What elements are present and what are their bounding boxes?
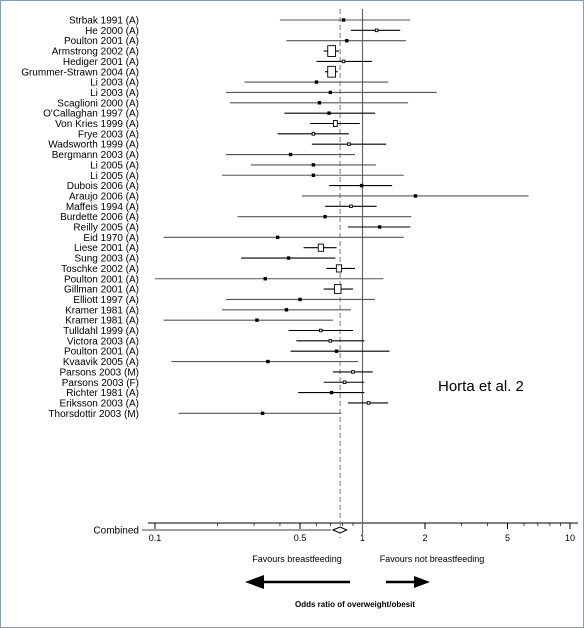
favour-right-arrow	[386, 576, 430, 588]
point-estimate	[312, 164, 315, 167]
point-estimate	[346, 39, 349, 42]
study-label: Li 2005 (A)	[90, 171, 139, 182]
study-label: O'Callaghan 1997 (A)	[43, 109, 139, 120]
study-label: Eid 1970 (A)	[83, 233, 139, 244]
study-label: Li 2003 (A)	[90, 78, 139, 89]
study-label: Wadsworth 1999 (A)	[48, 140, 139, 151]
reference-lines	[340, 9, 362, 538]
favour-left-label: Favours breastfeeding	[252, 554, 342, 564]
x-tick-label: 2	[422, 533, 427, 543]
point-estimate	[285, 309, 288, 312]
point-estimate	[318, 244, 323, 251]
study-label: Li 2003 (A)	[90, 88, 139, 99]
study-label: Strbak 1991 (A)	[69, 16, 139, 27]
study-label: Burdette 2006 (A)	[60, 212, 139, 223]
point-estimate	[329, 340, 332, 343]
annotation-text: Horta et al. 2	[438, 378, 524, 395]
study-label: Dubois 2006 (A)	[67, 181, 139, 192]
point-estimate	[328, 112, 331, 115]
point-estimate	[335, 350, 338, 353]
point-estimate	[330, 391, 333, 394]
point-estimate	[324, 215, 327, 218]
study-label: Scaglioni 2000 (A)	[57, 98, 139, 109]
point-estimate	[328, 46, 336, 57]
study-label: Toschke 2002 (A)	[61, 264, 139, 275]
study-label: Armstrong 2002 (A)	[52, 47, 139, 58]
point-estimate	[329, 91, 332, 94]
study-label: Parsons 2003 (M)	[60, 367, 139, 378]
point-estimate	[267, 360, 270, 363]
point-estimate	[336, 265, 341, 272]
study-label: He 2000 (A)	[85, 26, 139, 37]
x-tick-label: 10	[565, 533, 575, 543]
point-estimate	[261, 412, 264, 415]
study-label: Thorsdottir 2003 (M)	[48, 409, 139, 420]
point-estimate	[315, 81, 318, 84]
point-estimate	[352, 371, 355, 374]
point-estimate	[312, 174, 315, 177]
point-estimate	[256, 319, 259, 322]
point-estimate	[350, 205, 353, 208]
study-label: Gillman 2001 (A)	[64, 285, 139, 296]
combined-label: Combined	[93, 526, 139, 537]
point-estimate	[375, 29, 378, 32]
study-label: Richter 1981 (A)	[66, 388, 139, 399]
study-label: Kramer 1981 (A)	[65, 305, 139, 316]
x-axis-label: Odds ratio of overweight/obesit	[295, 600, 415, 609]
favour-right-label: Favours not breastfeeding	[380, 554, 485, 564]
study-label: Grummer-Strawn 2004 (A)	[21, 67, 139, 78]
study-label: Von Kries 1999 (A)	[55, 119, 139, 130]
point-estimate	[264, 278, 267, 281]
study-labels: Strbak 1991 (A)He 2000 (A)Poulton 2001 (…	[21, 16, 139, 537]
study-label: Maffeis 1994 (A)	[66, 202, 139, 213]
point-estimate	[342, 19, 345, 22]
study-label: Liese 2001 (A)	[74, 243, 139, 254]
study-label: Victora 2003 (A)	[67, 336, 139, 347]
point-estimate	[318, 102, 321, 105]
x-tick-label: 0.5	[294, 533, 307, 543]
study-label: Frye 2003 (A)	[78, 129, 139, 140]
point-estimate	[328, 66, 336, 77]
study-label: Elliott 1997 (A)	[73, 295, 139, 306]
study-label: Reilly 2005 (A)	[73, 223, 139, 234]
x-tick-label: 0.1	[149, 533, 162, 543]
study-label: Poulton 2001 (A)	[64, 36, 139, 47]
study-marks	[142, 19, 529, 533]
study-label: Kvaavik 2005 (A)	[63, 357, 139, 368]
favour-left-arrow	[245, 575, 350, 589]
study-label: Poulton 2001 (A)	[64, 347, 139, 358]
study-label: Tulldahl 1999 (A)	[63, 326, 139, 337]
point-estimate	[343, 381, 346, 384]
study-label: Poulton 2001 (A)	[64, 274, 139, 285]
study-label: Kramer 1981 (A)	[65, 316, 139, 327]
point-estimate	[335, 285, 342, 294]
point-estimate	[414, 195, 417, 198]
point-estimate	[287, 257, 290, 260]
point-estimate	[378, 226, 381, 229]
study-label: Li 2005 (A)	[90, 160, 139, 171]
point-estimate	[289, 153, 292, 156]
combined-diamond	[333, 527, 347, 533]
point-estimate	[342, 60, 345, 63]
study-label: Araujo 2006 (A)	[69, 191, 139, 202]
point-estimate	[360, 184, 363, 187]
point-estimate	[367, 402, 370, 405]
point-estimate	[299, 298, 302, 301]
point-estimate	[348, 143, 351, 146]
study-label: Bergmann 2003 (A)	[52, 150, 139, 161]
study-label: Hediger 2001 (A)	[63, 57, 139, 68]
point-estimate	[312, 133, 315, 136]
point-estimate	[320, 329, 323, 332]
x-tick-label: 5	[505, 533, 510, 543]
point-estimate	[333, 121, 337, 127]
study-label: Sung 2003 (A)	[75, 254, 140, 265]
study-label: Eriksson 2003 (A)	[60, 398, 139, 409]
point-estimate	[276, 236, 279, 239]
study-label: Parsons 2003 (F)	[62, 378, 139, 389]
